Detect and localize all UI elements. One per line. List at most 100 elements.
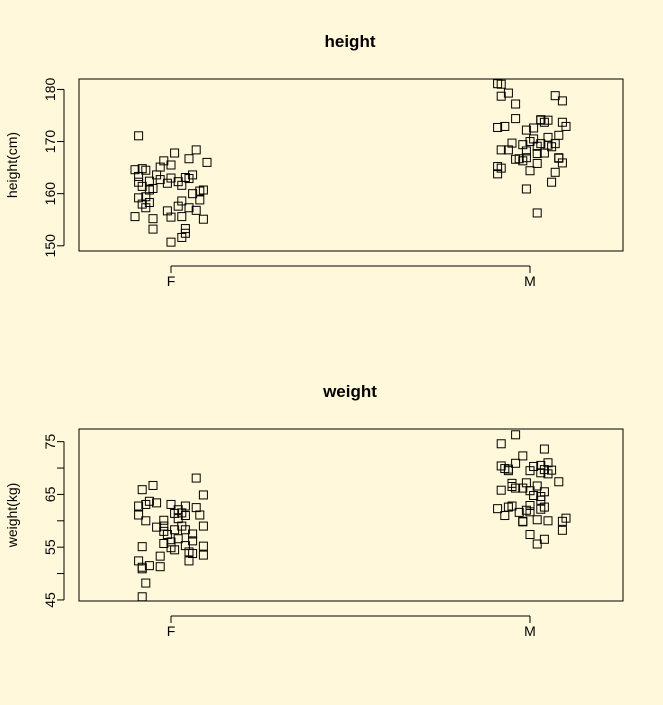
weight-point-M [518, 451, 528, 461]
weight-x-tick-label: F [167, 623, 176, 639]
weight-point-M [521, 505, 531, 515]
height-point-M [496, 91, 506, 101]
height-point-F [130, 212, 140, 222]
weight-y-tick-label: 55 [42, 539, 58, 555]
weight-point-M [554, 477, 564, 487]
weight-point-M [536, 492, 546, 502]
weight-point-F [177, 521, 187, 531]
weight-y-tick-label: 45 [42, 592, 58, 608]
weight-points [134, 430, 571, 602]
weight-point-M [557, 525, 567, 535]
weight-point-F [134, 510, 144, 520]
height-y-tick-label: 170 [42, 130, 58, 154]
weight-point-M [532, 515, 542, 525]
weight-point-M [518, 517, 528, 527]
weight-point-F [148, 480, 158, 490]
height-point-M [532, 149, 542, 159]
height-point-M [511, 154, 521, 164]
weight-y-axis-label: weight(kg) [4, 483, 20, 549]
weight-point-M [496, 485, 506, 495]
weight-point-F [159, 515, 169, 525]
weight-point-M [514, 507, 524, 517]
height-point-F [148, 214, 158, 224]
weight-point-F [155, 551, 165, 561]
height-y-tick-label: 180 [42, 78, 58, 102]
height-point-F [188, 189, 198, 199]
weight-point-F [141, 499, 151, 509]
weight-point-F [173, 534, 183, 544]
weight-point-M [525, 466, 535, 476]
weight-point-M [525, 530, 535, 540]
weight-plot-box [78, 428, 624, 602]
weight-point-M [539, 534, 549, 544]
height-point-F [141, 203, 151, 213]
height-point-M [496, 79, 506, 89]
height-point-M [561, 121, 571, 131]
height-point-M [554, 153, 564, 163]
weight-point-F [191, 503, 201, 513]
weight-point-M [539, 444, 549, 454]
height-point-M [554, 130, 564, 140]
height-points [130, 79, 571, 247]
height-point-M [532, 141, 542, 151]
weight-point-F [152, 498, 162, 508]
height-point-F [177, 212, 187, 222]
weight-point-M [500, 511, 510, 521]
height-point-F [162, 178, 172, 188]
height-point-M [525, 166, 535, 176]
weight-point-F [144, 561, 154, 571]
height-point-M [493, 162, 503, 172]
height-point-F [188, 170, 198, 180]
height-point-M [557, 96, 567, 106]
weight-point-F [137, 564, 147, 574]
weight-point-F [137, 485, 147, 495]
weight-point-F [134, 501, 144, 511]
height-point-F [202, 157, 212, 167]
height-point-M [521, 184, 531, 194]
height-y-tick-label: 160 [42, 182, 58, 206]
weight-point-M [518, 516, 528, 526]
height-point-M [532, 158, 542, 168]
height-point-F [191, 145, 201, 155]
height-title: height [325, 32, 376, 51]
weight-point-M [511, 430, 521, 440]
weight-point-M [532, 539, 542, 549]
height-point-M [503, 145, 513, 155]
height-y-axis: 150 160 170 180 [42, 78, 65, 258]
height-point-M [511, 99, 521, 109]
height-point-M [500, 121, 510, 131]
height-y-tick-label: 150 [42, 234, 58, 258]
height-plot-box [78, 78, 624, 252]
weight-title: weight [322, 382, 377, 401]
weight-point-M [507, 482, 517, 492]
height-point-F [177, 232, 187, 242]
weight-point-F [198, 550, 208, 560]
height-point-F [180, 224, 190, 234]
height-point-F [166, 212, 176, 222]
weight-point-M [543, 469, 553, 479]
height-point-M [547, 177, 557, 187]
weight-point-F [166, 499, 176, 509]
weight-point-F [198, 541, 208, 551]
height-x-tick-label: M [524, 273, 536, 289]
weight-point-M [543, 516, 553, 526]
height-point-F [166, 237, 176, 247]
height-y-axis-label: height(cm) [4, 132, 20, 198]
height-point-F [170, 148, 180, 158]
height-point-M [547, 142, 557, 152]
weight-point-M [561, 513, 571, 523]
height-point-F [184, 203, 194, 213]
weight-y-axis: 45 55 65 75 [42, 434, 65, 608]
weight-point-M [496, 439, 506, 449]
height-point-M [532, 208, 542, 218]
height-point-F [134, 171, 144, 181]
weight-point-F [184, 556, 194, 566]
height-point-M [521, 125, 531, 135]
height-point-F [173, 201, 183, 211]
weight-point-F [180, 511, 190, 521]
height-point-F [177, 180, 187, 190]
height-point-F [195, 186, 205, 196]
